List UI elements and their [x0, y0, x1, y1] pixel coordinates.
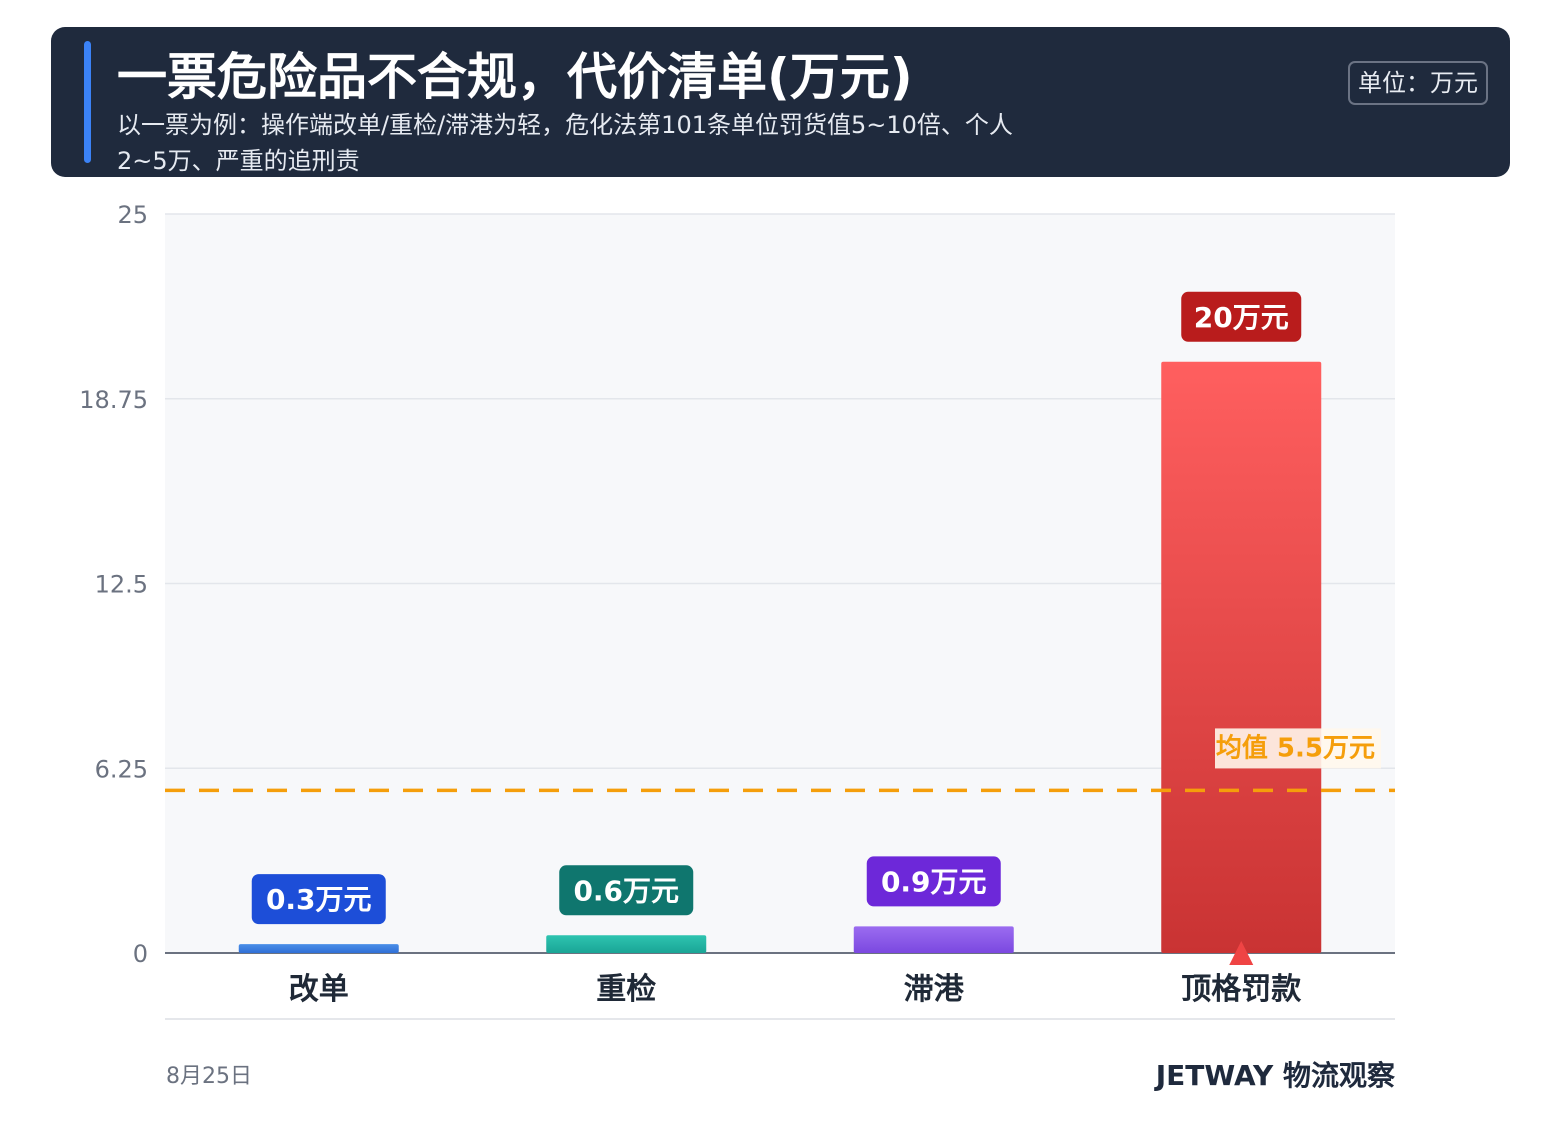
header-accent-bar [84, 41, 91, 163]
bar-滞港 [853, 926, 1014, 953]
value-label-badge [251, 874, 386, 925]
footer-brand: JETWAY 物流观察 [1155, 1059, 1395, 1092]
y-tick-label: 0 [133, 940, 148, 968]
x-category-label: 重检 [596, 972, 656, 1007]
bar-顶格罚款 [1161, 361, 1322, 953]
value-labels: 0.3万元 0.6万元 0.9万元 20万元 [251, 291, 1302, 925]
value-label-text: 0.6万元 [573, 874, 679, 907]
bars [238, 361, 1322, 965]
value-label: 0.3万元 [251, 874, 386, 925]
y-tick-label: 25 [117, 201, 148, 229]
mean-label: 均值 5.5万元 [1216, 733, 1375, 763]
x-category-label: 滞港 [904, 972, 965, 1007]
value-label-text: 0.9万元 [881, 865, 987, 898]
y-tick-label: 18.75 [79, 386, 148, 414]
value-label-badge [866, 856, 1001, 907]
mean-line-group: 均值 5.5万元 [165, 728, 1395, 793]
footer-divider [165, 1018, 1395, 1020]
y-axis-ticks: 0 6.25 12.5 18.75 25 [79, 201, 148, 968]
y-tick-label: 6.25 [95, 755, 148, 783]
x-category-label: 顶格罚款 [1181, 972, 1302, 1007]
value-label-text: 20万元 [1194, 301, 1289, 334]
unit-badge: 单位：万元 [1348, 61, 1488, 105]
bar-改单 [238, 944, 399, 953]
x-category-label: 改单 [289, 972, 349, 1007]
x-axis-labels: 改单 重检 滞港 顶格罚款 [289, 972, 1302, 1007]
max-marker-triangle [1229, 941, 1254, 965]
value-label-badge [1181, 291, 1302, 342]
value-label: 0.9万元 [866, 856, 1001, 907]
chart-title: 一票危险品不合规，代价清单(万元) [117, 48, 913, 106]
value-label: 20万元 [1181, 291, 1302, 342]
value-label-text: 0.3万元 [266, 883, 372, 916]
value-label-badge [559, 865, 694, 916]
chart-subtitle: 以一票为例：操作端改单/重检/滞港为轻，危化法第101条单位罚货值5~10倍、个… [117, 111, 1013, 175]
y-tick-label: 12.5 [95, 571, 148, 599]
mean-label-bg [1215, 728, 1381, 769]
value-label: 0.6万元 [559, 865, 694, 916]
bar-重检 [546, 935, 707, 953]
footer-date: 8月25日 [166, 1064, 252, 1089]
chart-header: 一票危险品不合规，代价清单(万元) 以一票为例：操作端改单/重检/滞港为轻，危化… [51, 27, 1510, 177]
